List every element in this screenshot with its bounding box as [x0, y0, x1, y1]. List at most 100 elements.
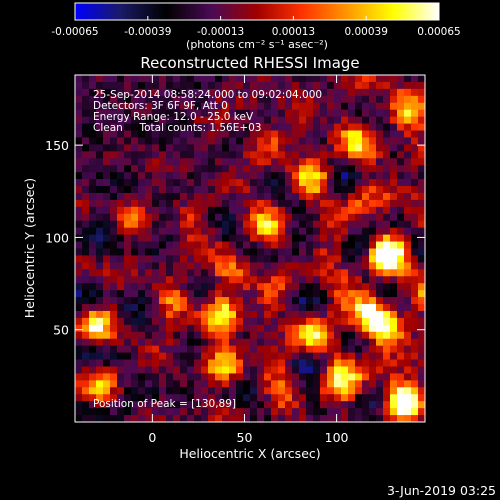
colorbar-tick-label: -0.00039: [124, 26, 171, 38]
heatmap-cell: [229, 394, 237, 402]
heatmap-cell: [404, 95, 412, 104]
heatmap-cell: [124, 116, 132, 124]
heatmap-cell: [390, 88, 398, 97]
heatmap-cell: [243, 324, 251, 333]
heatmap-cell: [131, 345, 139, 353]
heatmap-cell: [103, 394, 111, 402]
heatmap-cell: [173, 81, 181, 90]
heatmap-cell: [320, 179, 328, 187]
heatmap-cell: [250, 297, 258, 305]
heatmap-cell: [362, 144, 370, 152]
heatmap-cell: [369, 317, 377, 326]
heatmap-cell: [152, 380, 160, 388]
heatmap-cell: [208, 206, 216, 215]
heatmap-cell: [152, 331, 160, 340]
heatmap-cell: [341, 102, 349, 111]
heatmap-cell: [215, 248, 223, 256]
heatmap-cell: [376, 81, 384, 90]
heatmap-cell: [320, 394, 328, 402]
heatmap-cell: [404, 81, 412, 90]
heatmap-cell: [404, 415, 412, 423]
heatmap-cell: [96, 151, 104, 159]
heatmap-cell: [327, 151, 335, 159]
heatmap-cell: [208, 276, 216, 284]
heatmap-cell: [257, 401, 265, 409]
heatmap-cell: [187, 109, 195, 118]
heatmap-cell: [348, 206, 356, 215]
heatmap-cell: [89, 213, 97, 222]
heatmap-cell: [194, 186, 202, 194]
heatmap-cell: [404, 75, 412, 83]
heatmap-cell: [131, 192, 139, 201]
y-tick-label: 50: [53, 323, 69, 338]
heatmap-cell: [117, 130, 125, 138]
heatmap-cell: [404, 269, 412, 277]
heatmap-cell: [299, 331, 307, 340]
heatmap-cell: [334, 165, 342, 173]
heatmap-cell: [103, 75, 111, 83]
heatmap-cell: [278, 172, 286, 180]
heatmap-cell: [257, 234, 265, 242]
heatmap-cell: [145, 206, 153, 215]
heatmap-cell: [222, 408, 230, 416]
heatmap-cell: [376, 304, 384, 312]
heatmap-cell: [117, 380, 125, 388]
heatmap-cell: [103, 192, 111, 201]
heatmap-cell: [124, 415, 132, 423]
heatmap-cell: [173, 415, 181, 423]
y-tick-label: 150: [45, 138, 69, 153]
heatmap-cell: [180, 297, 188, 305]
heatmap-cell: [334, 192, 342, 201]
heatmap-cell: [404, 290, 412, 298]
heatmap-cell: [390, 380, 398, 388]
heatmap-cell: [299, 394, 307, 402]
heatmap-cell: [145, 165, 153, 173]
colorbar-tick-label: -0.00013: [197, 26, 244, 38]
heatmap-cell: [229, 310, 237, 319]
heatmap-cell: [292, 394, 300, 402]
heatmap-cell: [208, 401, 216, 409]
heatmap-cell: [138, 310, 146, 319]
heatmap-cell: [376, 373, 384, 381]
heatmap-cell: [341, 297, 349, 305]
heatmap-cell: [341, 338, 349, 347]
heatmap-cell: [159, 144, 167, 152]
heatmap-cell: [201, 75, 209, 83]
heatmap-cell: [292, 408, 300, 416]
heatmap-cell: [187, 248, 195, 256]
heatmap-cell: [397, 380, 405, 388]
heatmap-cell: [201, 241, 209, 249]
heatmap-cell: [194, 248, 202, 256]
heatmap-cell: [369, 373, 377, 381]
heatmap-cell: [110, 283, 118, 291]
heatmap-cell: [334, 206, 342, 215]
heatmap-cell: [341, 144, 349, 152]
heatmap-cell: [355, 206, 363, 215]
heatmap-cell: [138, 116, 146, 124]
heatmap-cell: [229, 179, 237, 187]
heatmap-cell: [418, 345, 426, 353]
heatmap-cell: [411, 408, 419, 416]
heatmap-cell: [222, 317, 230, 326]
heatmap-cell: [131, 130, 139, 138]
heatmap-cell: [313, 172, 321, 180]
heatmap-cell: [271, 144, 279, 152]
heatmap-cell: [145, 331, 153, 340]
heatmap-cell: [278, 387, 286, 395]
heatmap-cell: [201, 331, 209, 340]
heatmap-cell: [383, 324, 391, 333]
heatmap-cell: [341, 95, 349, 104]
heatmap-cell: [110, 213, 118, 222]
heatmap-cell: [285, 88, 293, 97]
heatmap-cell: [208, 345, 216, 353]
heatmap-cell: [180, 283, 188, 291]
heatmap-cell: [243, 186, 251, 194]
heatmap-cell: [222, 137, 230, 145]
heatmap-cell: [250, 81, 258, 90]
x-axis-label: Heliocentric X (arcsec): [179, 446, 320, 461]
heatmap-cell: [264, 401, 272, 409]
heatmap-cell: [292, 387, 300, 395]
heatmap-cell: [320, 352, 328, 360]
heatmap-cell: [236, 324, 244, 333]
